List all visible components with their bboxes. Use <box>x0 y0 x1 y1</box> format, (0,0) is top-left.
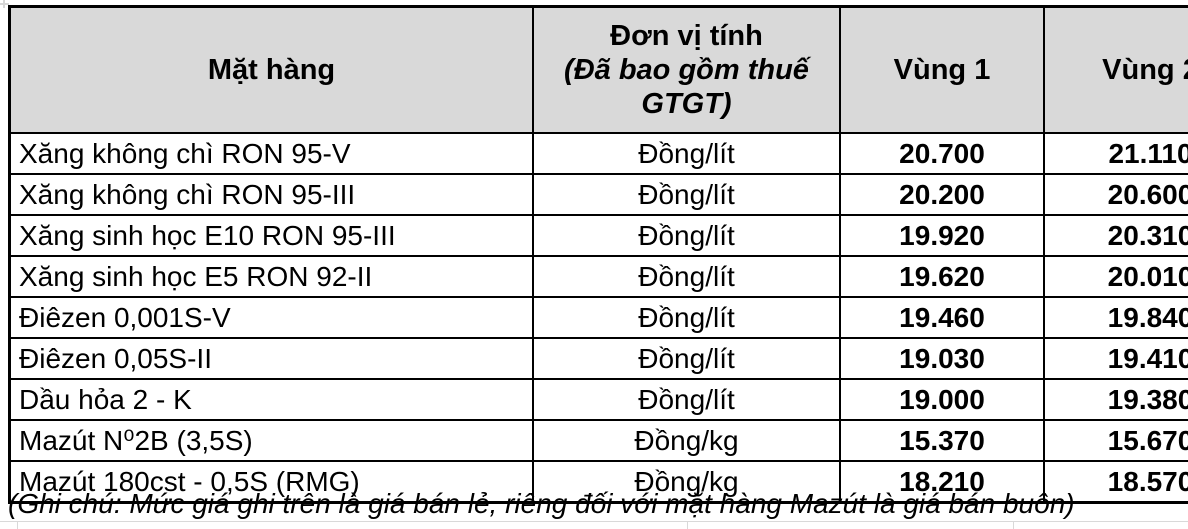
unit-cell: Đồng/lít <box>533 133 840 174</box>
product-cell: Xăng sinh học E10 RON 95-III <box>10 215 534 256</box>
region2-price-cell: 19.840 <box>1044 297 1188 338</box>
table-row: Xăng không chì RON 95-III Đồng/lít 20.20… <box>10 174 1188 215</box>
table-row: Mazút N⁰2B (3,5S) Đồng/kg 15.370 15.670 <box>10 420 1188 461</box>
region2-price-cell: 20.600 <box>1044 174 1188 215</box>
unit-cell: Đồng/lít <box>533 174 840 215</box>
region1-price-cell: 19.000 <box>840 379 1044 420</box>
product-cell: Dầu hỏa 2 - K <box>10 379 534 420</box>
unit-cell: Đồng/lít <box>533 338 840 379</box>
product-cell: Xăng sinh học E5 RON 92-II <box>10 256 534 297</box>
region2-price-cell: 20.310 <box>1044 215 1188 256</box>
header-unit-subtitle: (Đã bao gồm thuế GTGT) <box>542 53 831 121</box>
product-cell: Xăng không chì RON 95-III <box>10 174 534 215</box>
header-product: Mặt hàng <box>10 7 534 134</box>
table-row: Xăng không chì RON 95-V Đồng/lít 20.700 … <box>10 133 1188 174</box>
region2-price-cell: 20.010 <box>1044 256 1188 297</box>
product-cell: Xăng không chì RON 95-V <box>10 133 534 174</box>
product-cell: Mazút N⁰2B (3,5S) <box>10 420 534 461</box>
table-row: Xăng sinh học E5 RON 92-II Đồng/lít 19.6… <box>10 256 1188 297</box>
product-cell: Điêzen 0,05S-II <box>10 338 534 379</box>
table-row: Điêzen 0,05S-II Đồng/lít 19.030 19.410 <box>10 338 1188 379</box>
table-row: Điêzen 0,001S-V Đồng/lít 19.460 19.840 <box>10 297 1188 338</box>
region1-price-cell: 20.200 <box>840 174 1044 215</box>
region1-price-cell: 19.460 <box>840 297 1044 338</box>
region2-price-cell: 19.410 <box>1044 338 1188 379</box>
region1-price-cell: 19.620 <box>840 256 1044 297</box>
unit-cell: Đồng/lít <box>533 256 840 297</box>
fuel-price-table: Mặt hàng Đơn vị tính (Đã bao gồm thuế GT… <box>8 5 1188 504</box>
region2-price-cell: 15.670 <box>1044 420 1188 461</box>
region1-price-cell: 15.370 <box>840 420 1044 461</box>
unit-cell: Đồng/kg <box>533 420 840 461</box>
region2-price-cell: 19.380 <box>1044 379 1188 420</box>
region1-price-cell: 19.920 <box>840 215 1044 256</box>
table-footnote: (Ghi chú: Mức giá ghi trên là giá bán lẻ… <box>8 486 1188 521</box>
price-table-body: Xăng không chì RON 95-V Đồng/lít 20.700 … <box>10 133 1188 503</box>
header-region2: Vùng 2 <box>1044 7 1188 134</box>
header-unit-title: Đơn vị tính <box>542 19 831 53</box>
table-row: Dầu hỏa 2 - K Đồng/lít 19.000 19.380 <box>10 379 1188 420</box>
region1-price-cell: 19.030 <box>840 338 1044 379</box>
header-unit: Đơn vị tính (Đã bao gồm thuế GTGT) <box>533 7 840 134</box>
header-region1: Vùng 1 <box>840 7 1044 134</box>
product-cell: Điêzen 0,001S-V <box>10 297 534 338</box>
unit-cell: Đồng/lít <box>533 297 840 338</box>
table-header: Mặt hàng Đơn vị tính (Đã bao gồm thuế GT… <box>10 7 1188 134</box>
region1-price-cell: 20.700 <box>840 133 1044 174</box>
table-row: Xăng sinh học E10 RON 95-III Đồng/lít 19… <box>10 215 1188 256</box>
header-row: Mặt hàng Đơn vị tính (Đã bao gồm thuế GT… <box>10 7 1188 134</box>
unit-cell: Đồng/lít <box>533 215 840 256</box>
unit-cell: Đồng/lít <box>533 379 840 420</box>
region2-price-cell: 21.110 <box>1044 133 1188 174</box>
